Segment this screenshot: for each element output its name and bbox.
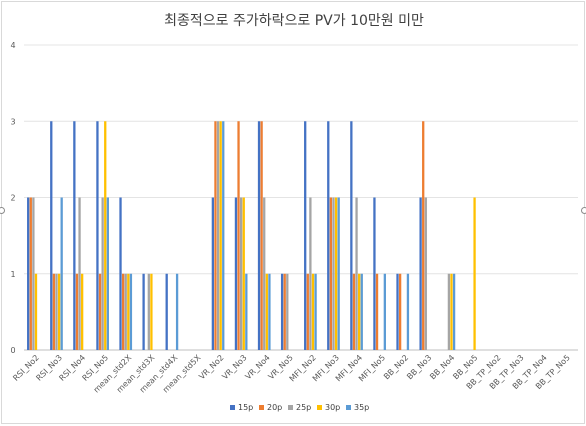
bar-35p-VR_No4 (268, 273, 271, 350)
bar-30p-VR_No3 (242, 197, 245, 350)
bar-25p-RSI_No4 (78, 197, 81, 350)
bar-20p-RSI_No3 (52, 273, 56, 350)
bar-30p-RSI_No2 (34, 273, 38, 350)
legend-label-25p: 25p (296, 403, 311, 412)
bar-20p-RSI_No2 (29, 197, 32, 350)
bar-15p-VR_No3 (234, 197, 238, 350)
bar-25p-MFI_No2 (309, 197, 312, 350)
resize-handle-left[interactable] (0, 207, 5, 214)
bar-20p-MFI_No4 (352, 273, 356, 350)
bar-35p-MFI_No2 (314, 273, 317, 350)
bar-20p-MFI_No2 (306, 273, 309, 350)
bar-30p-RSI_No4 (81, 273, 84, 350)
bar-25p-VR_No4 (263, 197, 266, 350)
bar-25p-MFI_No3 (332, 197, 335, 350)
bar-35p-MFI_No5 (383, 273, 386, 350)
bar-25p-VR_No2 (216, 121, 220, 350)
bar-30p-VR_No4 (265, 273, 268, 350)
legend-label-30p: 30p (325, 403, 340, 412)
bar-35p-mean_std2X (129, 273, 133, 350)
bar-35p-MFI_No4 (360, 273, 363, 350)
bar-15p-MFI_No4 (350, 121, 353, 350)
bar-25p-RSI_No5 (101, 197, 104, 350)
bar-25p-BB_No4 (447, 273, 451, 350)
y-tick-label: 4 (10, 41, 15, 50)
bar-15p-BB_No2 (396, 273, 399, 350)
y-tick-label: 0 (10, 346, 15, 355)
bar-15p-MFI_No3 (327, 121, 330, 350)
bar-15p-mean_std3X (142, 273, 145, 350)
bar-30p-MFI_No3 (334, 197, 338, 350)
bar-15p-VR_No2 (211, 197, 215, 350)
legend-swatch-30p (317, 405, 322, 410)
bar-20p-RSI_No4 (75, 273, 79, 350)
bar-30p-BB_No4 (450, 273, 453, 350)
chart-title: 최종적으로 주가하락으로 PV가 10만원 미만 (164, 13, 424, 29)
bar-15p-mean_std4X (165, 273, 168, 350)
bar-15p-MFI_No5 (373, 197, 376, 350)
bar-35p-RSI_No5 (106, 197, 109, 350)
bar-30p-RSI_No3 (57, 273, 61, 350)
bar-25p-mean_std3X (147, 273, 150, 350)
bar-20p-MFI_No3 (329, 197, 333, 350)
bar-35p-mean_std4X (175, 273, 179, 350)
bar-30p-BB_No5 (473, 197, 476, 350)
bar-30p-MFI_No2 (311, 273, 315, 350)
bar-20p-BB_No3 (422, 121, 425, 350)
legend-label-20p: 20p (267, 403, 282, 412)
bar-20p-VR_No4 (260, 121, 263, 350)
bar-15p-RSI_No5 (96, 121, 99, 350)
bar-25p-mean_std2X (124, 273, 127, 350)
bar-25p-RSI_No3 (55, 273, 58, 350)
bar-20p-MFI_No5 (375, 273, 379, 350)
legend-swatch-25p (288, 405, 293, 410)
bar-35p-BB_No2 (406, 273, 410, 350)
bar-20p-VR_No5 (283, 273, 286, 350)
bar-20p-VR_No2 (214, 121, 217, 350)
bar-35p-BB_No4 (452, 273, 456, 350)
legend-swatch-15p (230, 405, 235, 410)
bar-25p-MFI_No4 (355, 197, 358, 350)
bar-20p-RSI_No5 (98, 273, 102, 350)
bar-30p-RSI_No5 (104, 121, 107, 350)
legend-swatch-35p (346, 405, 351, 410)
legend-label-35p: 35p (354, 403, 369, 412)
bar-30p-MFI_No4 (358, 273, 361, 350)
bar-20p-mean_std2X (121, 273, 125, 350)
bar-15p-VR_No5 (280, 273, 284, 350)
bar-15p-RSI_No4 (73, 121, 76, 350)
bar-35p-MFI_No3 (337, 197, 340, 350)
bar-25p-BB_No3 (424, 197, 427, 350)
bar-25p-VR_No5 (286, 273, 289, 350)
bar-30p-mean_std3X (150, 273, 153, 350)
bar-30p-mean_std2X (127, 273, 130, 350)
bar-35p-RSI_No3 (60, 197, 63, 350)
bar-15p-mean_std2X (119, 197, 122, 350)
bar-20p-BB_No2 (398, 273, 402, 350)
bar-15p-BB_No3 (419, 197, 422, 350)
bar-35p-VR_No2 (222, 121, 225, 350)
legend-swatch-20p (259, 405, 264, 410)
bar-20p-VR_No3 (237, 121, 240, 350)
bar-15p-RSI_No2 (27, 197, 30, 350)
resize-handle-right[interactable] (581, 207, 586, 214)
bar-15p-MFI_No2 (304, 121, 307, 350)
y-tick-label: 3 (10, 117, 15, 126)
bar-25p-RSI_No2 (32, 197, 35, 350)
bar-15p-RSI_No3 (50, 121, 53, 350)
bar-35p-VR_No3 (245, 273, 248, 350)
legend-label-15p: 15p (238, 403, 253, 412)
y-tick-label: 1 (10, 270, 15, 279)
bar-15p-VR_No4 (257, 121, 261, 350)
y-tick-label: 2 (10, 194, 15, 203)
bar-25p-VR_No3 (239, 197, 243, 350)
bar-30p-VR_No2 (219, 121, 222, 350)
